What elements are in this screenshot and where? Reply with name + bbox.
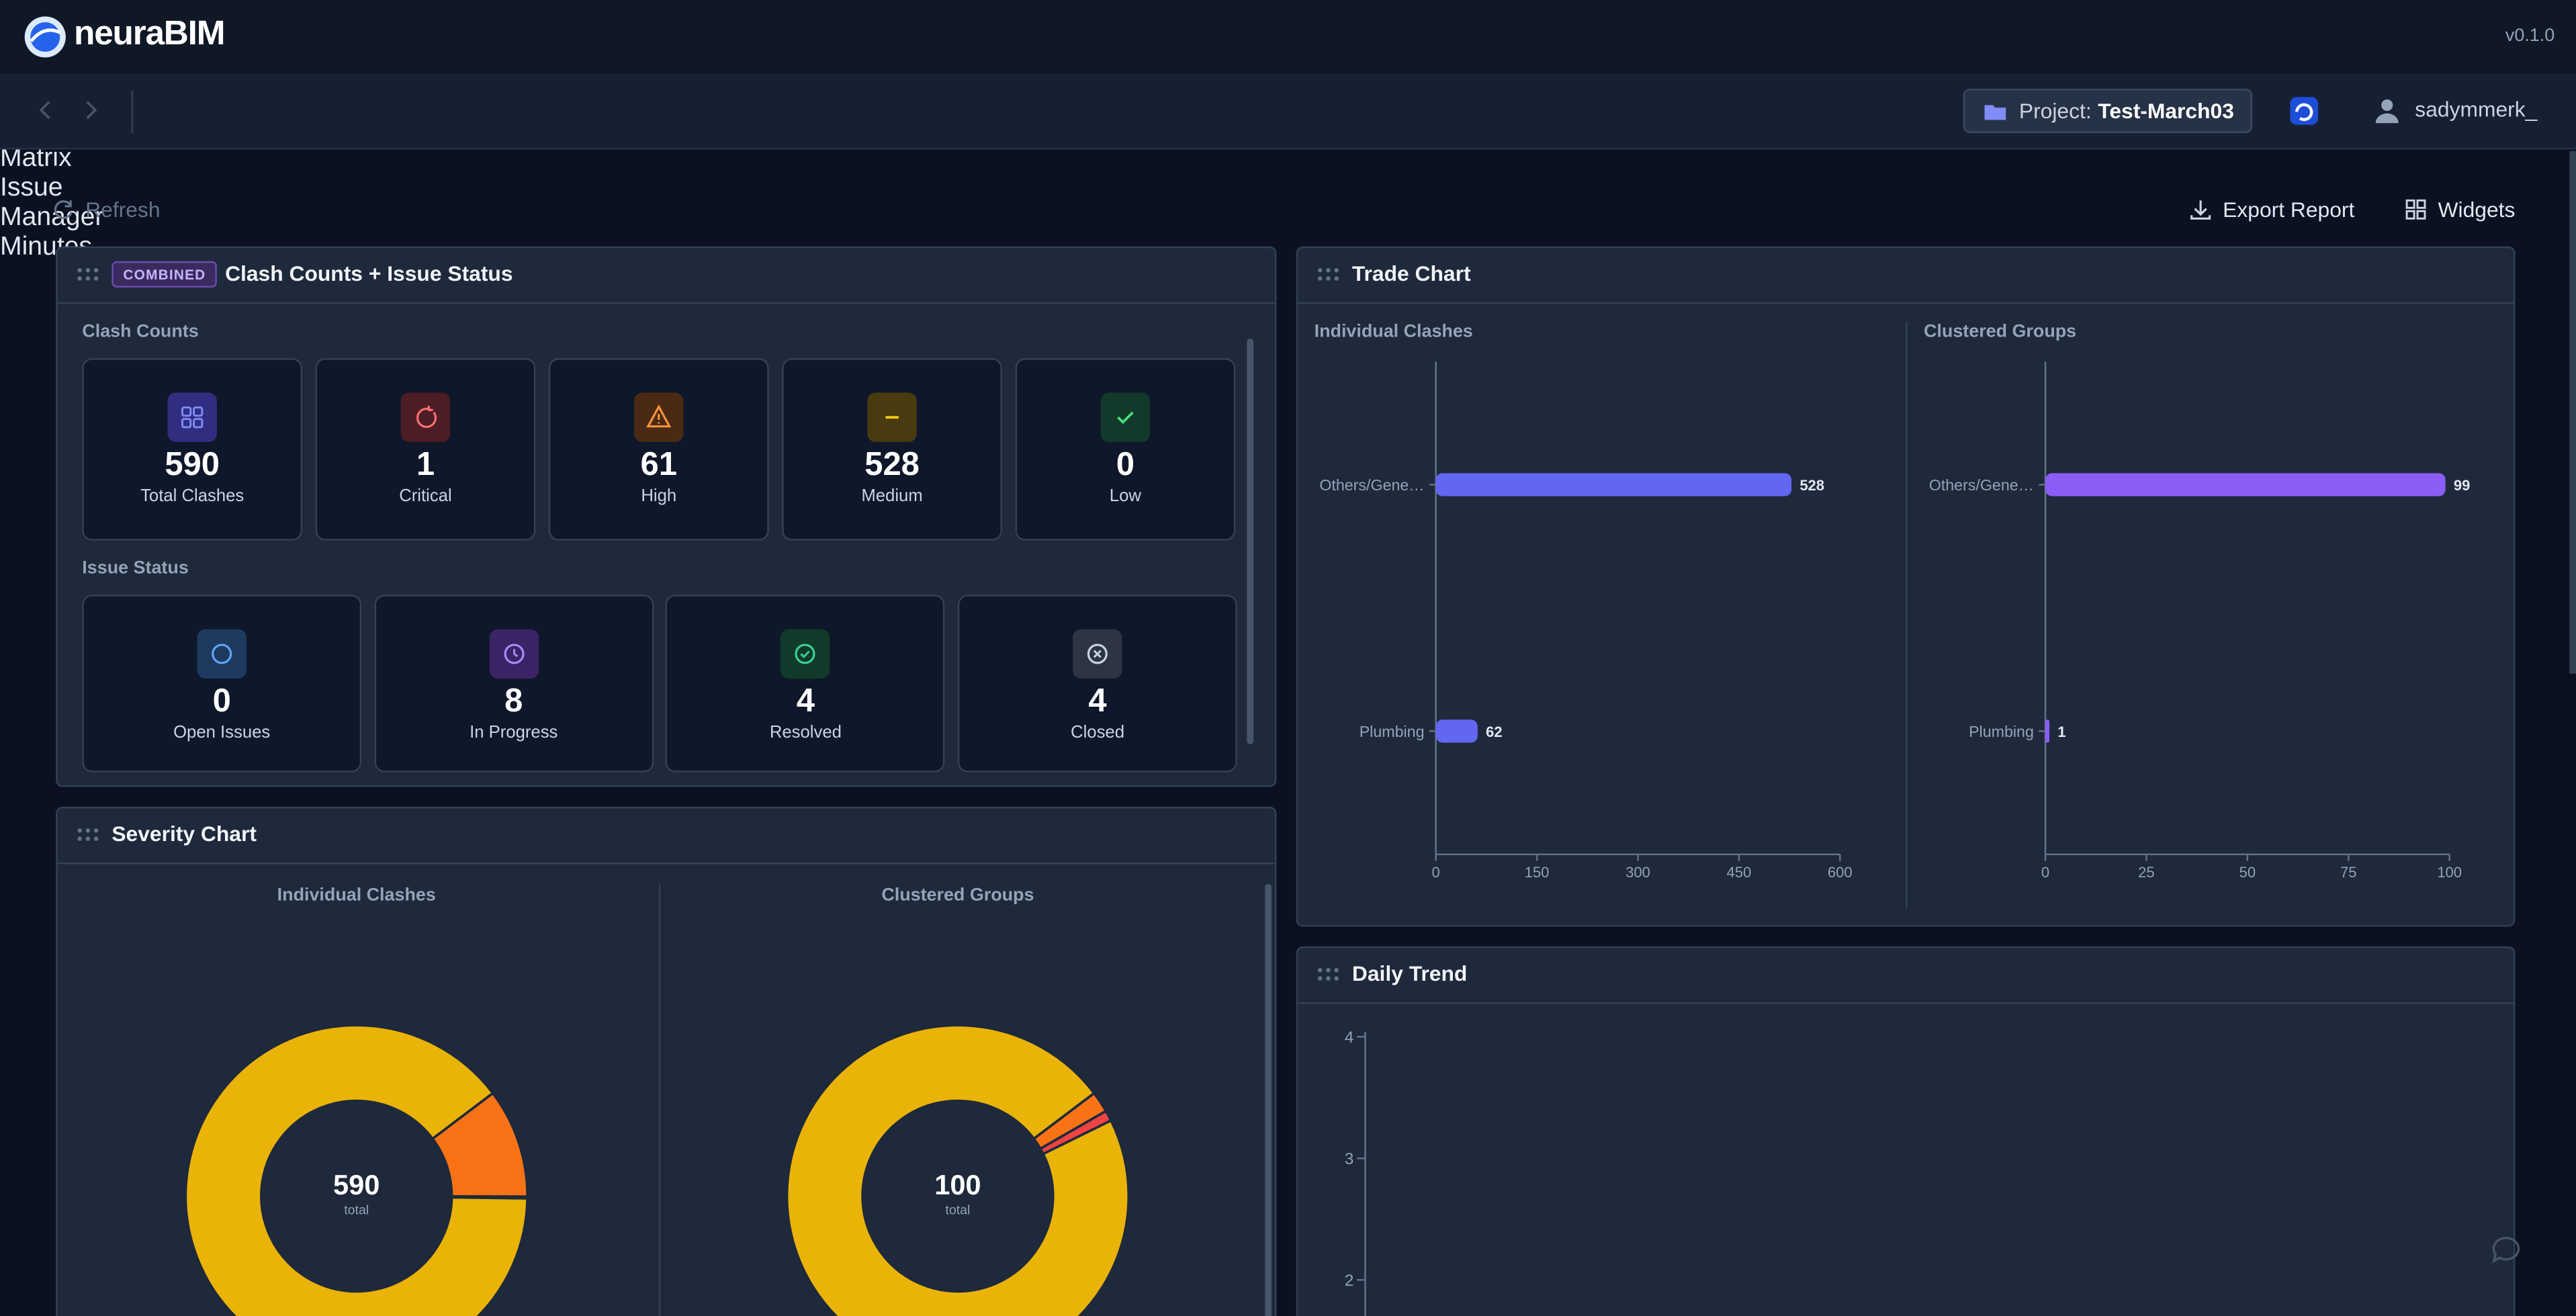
card-label: Critical bbox=[399, 486, 452, 507]
export-icon bbox=[2190, 200, 2211, 220]
card-value: 590 bbox=[165, 447, 220, 484]
stat-card: 1 Critical bbox=[315, 358, 536, 541]
refresh-icon bbox=[54, 200, 73, 219]
brand: neuraBIM bbox=[74, 15, 225, 53]
panel-title: Trade Chart bbox=[1351, 261, 1471, 286]
card-icon bbox=[489, 629, 539, 679]
card-value: 4 bbox=[1088, 683, 1107, 720]
nav-bar: Project: Test-March03 sadymmerk_ bbox=[0, 74, 2576, 150]
stat-card: 0 Low bbox=[1015, 358, 1236, 541]
project-name: Test-March03 bbox=[2098, 98, 2234, 124]
user-name[interactable]: sadymmerk_ bbox=[2415, 97, 2538, 122]
history-arrows[interactable] bbox=[33, 99, 107, 122]
stat-card: 0 Open Issues bbox=[82, 595, 362, 773]
card-value: 1 bbox=[416, 447, 435, 484]
card-label: Closed bbox=[1071, 723, 1124, 743]
stat-card: 8 In Progress bbox=[373, 595, 654, 773]
stat-card: 590 Total Clashes bbox=[82, 358, 303, 541]
card-value: 61 bbox=[640, 447, 677, 484]
icon-glyph bbox=[416, 406, 437, 429]
badge: COMBINED bbox=[112, 261, 218, 288]
card-icon bbox=[781, 629, 831, 679]
card-label: Low bbox=[1109, 486, 1141, 507]
card-value: 4 bbox=[796, 683, 815, 720]
divider bbox=[1906, 322, 1908, 909]
card-icon bbox=[400, 392, 451, 442]
card-value: 8 bbox=[504, 683, 523, 720]
separator bbox=[131, 90, 134, 134]
panel-header: Severity Chart bbox=[57, 808, 1275, 865]
card-icon bbox=[167, 392, 217, 442]
refresh-button[interactable]: Refresh bbox=[85, 197, 161, 222]
section-heading: Issue Status bbox=[82, 558, 189, 578]
top-bar: neuraBIM v0.1.0 bbox=[0, 0, 2576, 76]
trade-panel: Trade Chart bbox=[1296, 246, 2516, 927]
card-label: Open Issues bbox=[173, 723, 271, 743]
folder-icon bbox=[1984, 105, 2006, 120]
project-label: Project: bbox=[2018, 98, 2092, 124]
user-icon bbox=[2375, 99, 2399, 124]
page-scrollbar[interactable] bbox=[2569, 151, 2576, 674]
panel-header: Trade Chart bbox=[1298, 248, 2514, 304]
section-heading: Clash Counts bbox=[82, 322, 199, 342]
card-label: High bbox=[641, 486, 677, 507]
sync-icon[interactable] bbox=[2290, 97, 2319, 125]
widgets-button[interactable]: Widgets bbox=[2438, 197, 2516, 222]
card-label: Total Clashes bbox=[140, 486, 245, 507]
icon-glyph bbox=[795, 644, 816, 664]
drag-handle[interactable] bbox=[1316, 966, 1341, 983]
export-button[interactable]: Export Report bbox=[2223, 197, 2355, 222]
trend-panel: Daily Trend bbox=[1296, 946, 2516, 1316]
card-value: 0 bbox=[212, 683, 231, 720]
widgets-icon bbox=[2405, 199, 2426, 220]
panel-header: Daily Trend bbox=[1298, 948, 2514, 1004]
stat-card: 528 Medium bbox=[782, 358, 1002, 541]
severity-panel: Severity Chart bbox=[56, 806, 1277, 1316]
card-value: 0 bbox=[1116, 447, 1135, 484]
nav-tab[interactable]: Issue Manager bbox=[0, 174, 104, 232]
panel-title: Severity Chart bbox=[112, 821, 257, 846]
card-label: In Progress bbox=[470, 723, 558, 743]
drag-handle[interactable] bbox=[75, 826, 101, 843]
chat-button[interactable] bbox=[2491, 1235, 2522, 1265]
card-value: 528 bbox=[864, 447, 920, 484]
version: v0.1.0 bbox=[2505, 26, 2555, 46]
stat-card: 61 High bbox=[548, 358, 769, 541]
icon-glyph bbox=[1117, 411, 1134, 425]
project-button[interactable]: Project: Test-March03 bbox=[1963, 89, 2253, 134]
icon-glyph bbox=[181, 406, 204, 429]
card-label: Medium bbox=[861, 486, 923, 507]
stat-card: 4 Resolved bbox=[666, 595, 946, 773]
drag-handle[interactable] bbox=[75, 266, 101, 283]
scrollbar[interactable] bbox=[1247, 338, 1254, 744]
icon-glyph bbox=[212, 644, 232, 664]
panel-header: COMBINED Clash Counts + Issue Status bbox=[57, 248, 1275, 304]
divider bbox=[658, 883, 661, 1316]
stat-card: 4 Closed bbox=[958, 595, 1237, 773]
icon-glyph bbox=[1087, 644, 1108, 664]
panel-title: Clash Counts + Issue Status bbox=[225, 261, 513, 286]
drag-handle[interactable] bbox=[1316, 266, 1341, 283]
icon-glyph bbox=[646, 404, 672, 428]
card-label: Resolved bbox=[769, 723, 842, 743]
icon-glyph bbox=[885, 416, 899, 419]
card-icon bbox=[1073, 629, 1122, 679]
card-icon bbox=[867, 392, 917, 442]
icon-glyph bbox=[503, 644, 524, 664]
combined-panel: COMBINED Clash Counts + Issue Status Cla… bbox=[56, 246, 1277, 787]
card-icon bbox=[1100, 392, 1151, 442]
card-icon bbox=[197, 629, 247, 679]
panel-title: Daily Trend bbox=[1351, 961, 1468, 986]
logo bbox=[24, 16, 66, 58]
scrollbar[interactable] bbox=[1265, 883, 1272, 1316]
card-icon bbox=[634, 392, 684, 442]
